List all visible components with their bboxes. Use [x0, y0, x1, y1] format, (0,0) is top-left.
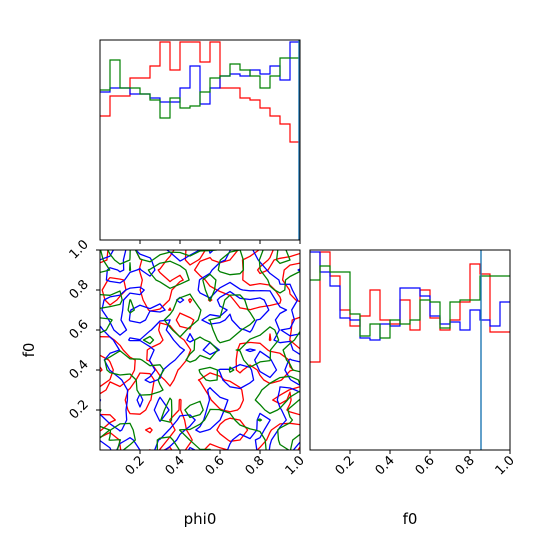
- phi0-histogram-series-1: [100, 41, 300, 143]
- f0-histogram-ticks: 0.2 0.4 0.6 0.8 1.0: [333, 450, 518, 478]
- contour-lines: [100, 250, 300, 450]
- contour-x-tick-label: 0.4: [163, 453, 188, 478]
- contour-y-tick-label: 0.2: [67, 397, 92, 422]
- contour-y-tick-label: 1.0: [67, 237, 92, 262]
- f0-histogram-series: [310, 251, 510, 363]
- f0-histogram-x-axis-label: f0: [403, 510, 418, 528]
- contour-y-tick-label: 0.8: [67, 277, 92, 302]
- contour-frame: [99, 249, 301, 451]
- contour-y-ticks: 0.2 0.4 0.6 0.8 1.0: [67, 237, 100, 422]
- f0-histogram-x-tick-label: 0.6: [413, 453, 438, 478]
- phi0-histogram-series-3: [100, 57, 300, 119]
- contour-y-tick-label: 0.4: [67, 357, 92, 382]
- contour-y-axis-label: f0: [20, 343, 38, 358]
- contour-y-tick-label: 0.6: [67, 317, 92, 342]
- contour-x-tick-label: 1.0: [283, 453, 308, 478]
- phi0-histogram-series: [100, 41, 300, 143]
- contour-x-tick-label: 0.8: [243, 453, 268, 478]
- contour-x-tick-label: 0.6: [203, 453, 228, 478]
- f0-histogram-series-2: [310, 251, 510, 341]
- f0-histogram-x-tick-label: 0.4: [373, 453, 398, 478]
- f0-histogram-series-1: [310, 251, 510, 363]
- f0-vs-phi0-contour-panel: 0.2 0.4 0.6 0.8 1.0 0.2 0.4 0.6 0.8 1.0 phi0 f0: [20, 237, 308, 528]
- phi0-histogram-ticks: [139, 240, 301, 244]
- contour-series-3-level-2: [100, 250, 300, 450]
- f0-histogram-frame: [309, 249, 511, 451]
- f0-histogram-x-tick-label: 0.2: [333, 453, 358, 478]
- phi0-histogram-frame: [99, 39, 301, 241]
- f0-histogram-series-3: [310, 265, 510, 339]
- f0-histogram-x-tick-label: 1.0: [493, 453, 518, 478]
- contour-x-tick-label: 0.2: [123, 453, 148, 478]
- f0-histogram-panel: 0.2 0.4 0.6 0.8 1.0 f0: [309, 249, 518, 528]
- f0-histogram-background: [310, 250, 510, 450]
- contour-x-ticks: 0.2 0.4 0.6 0.8 1.0: [123, 450, 308, 478]
- phi0-histogram-panel: [99, 39, 301, 244]
- contour-x-axis-label: phi0: [184, 510, 217, 528]
- contour-background: [100, 250, 300, 450]
- f0-histogram-x-tick-label: 0.8: [453, 453, 478, 478]
